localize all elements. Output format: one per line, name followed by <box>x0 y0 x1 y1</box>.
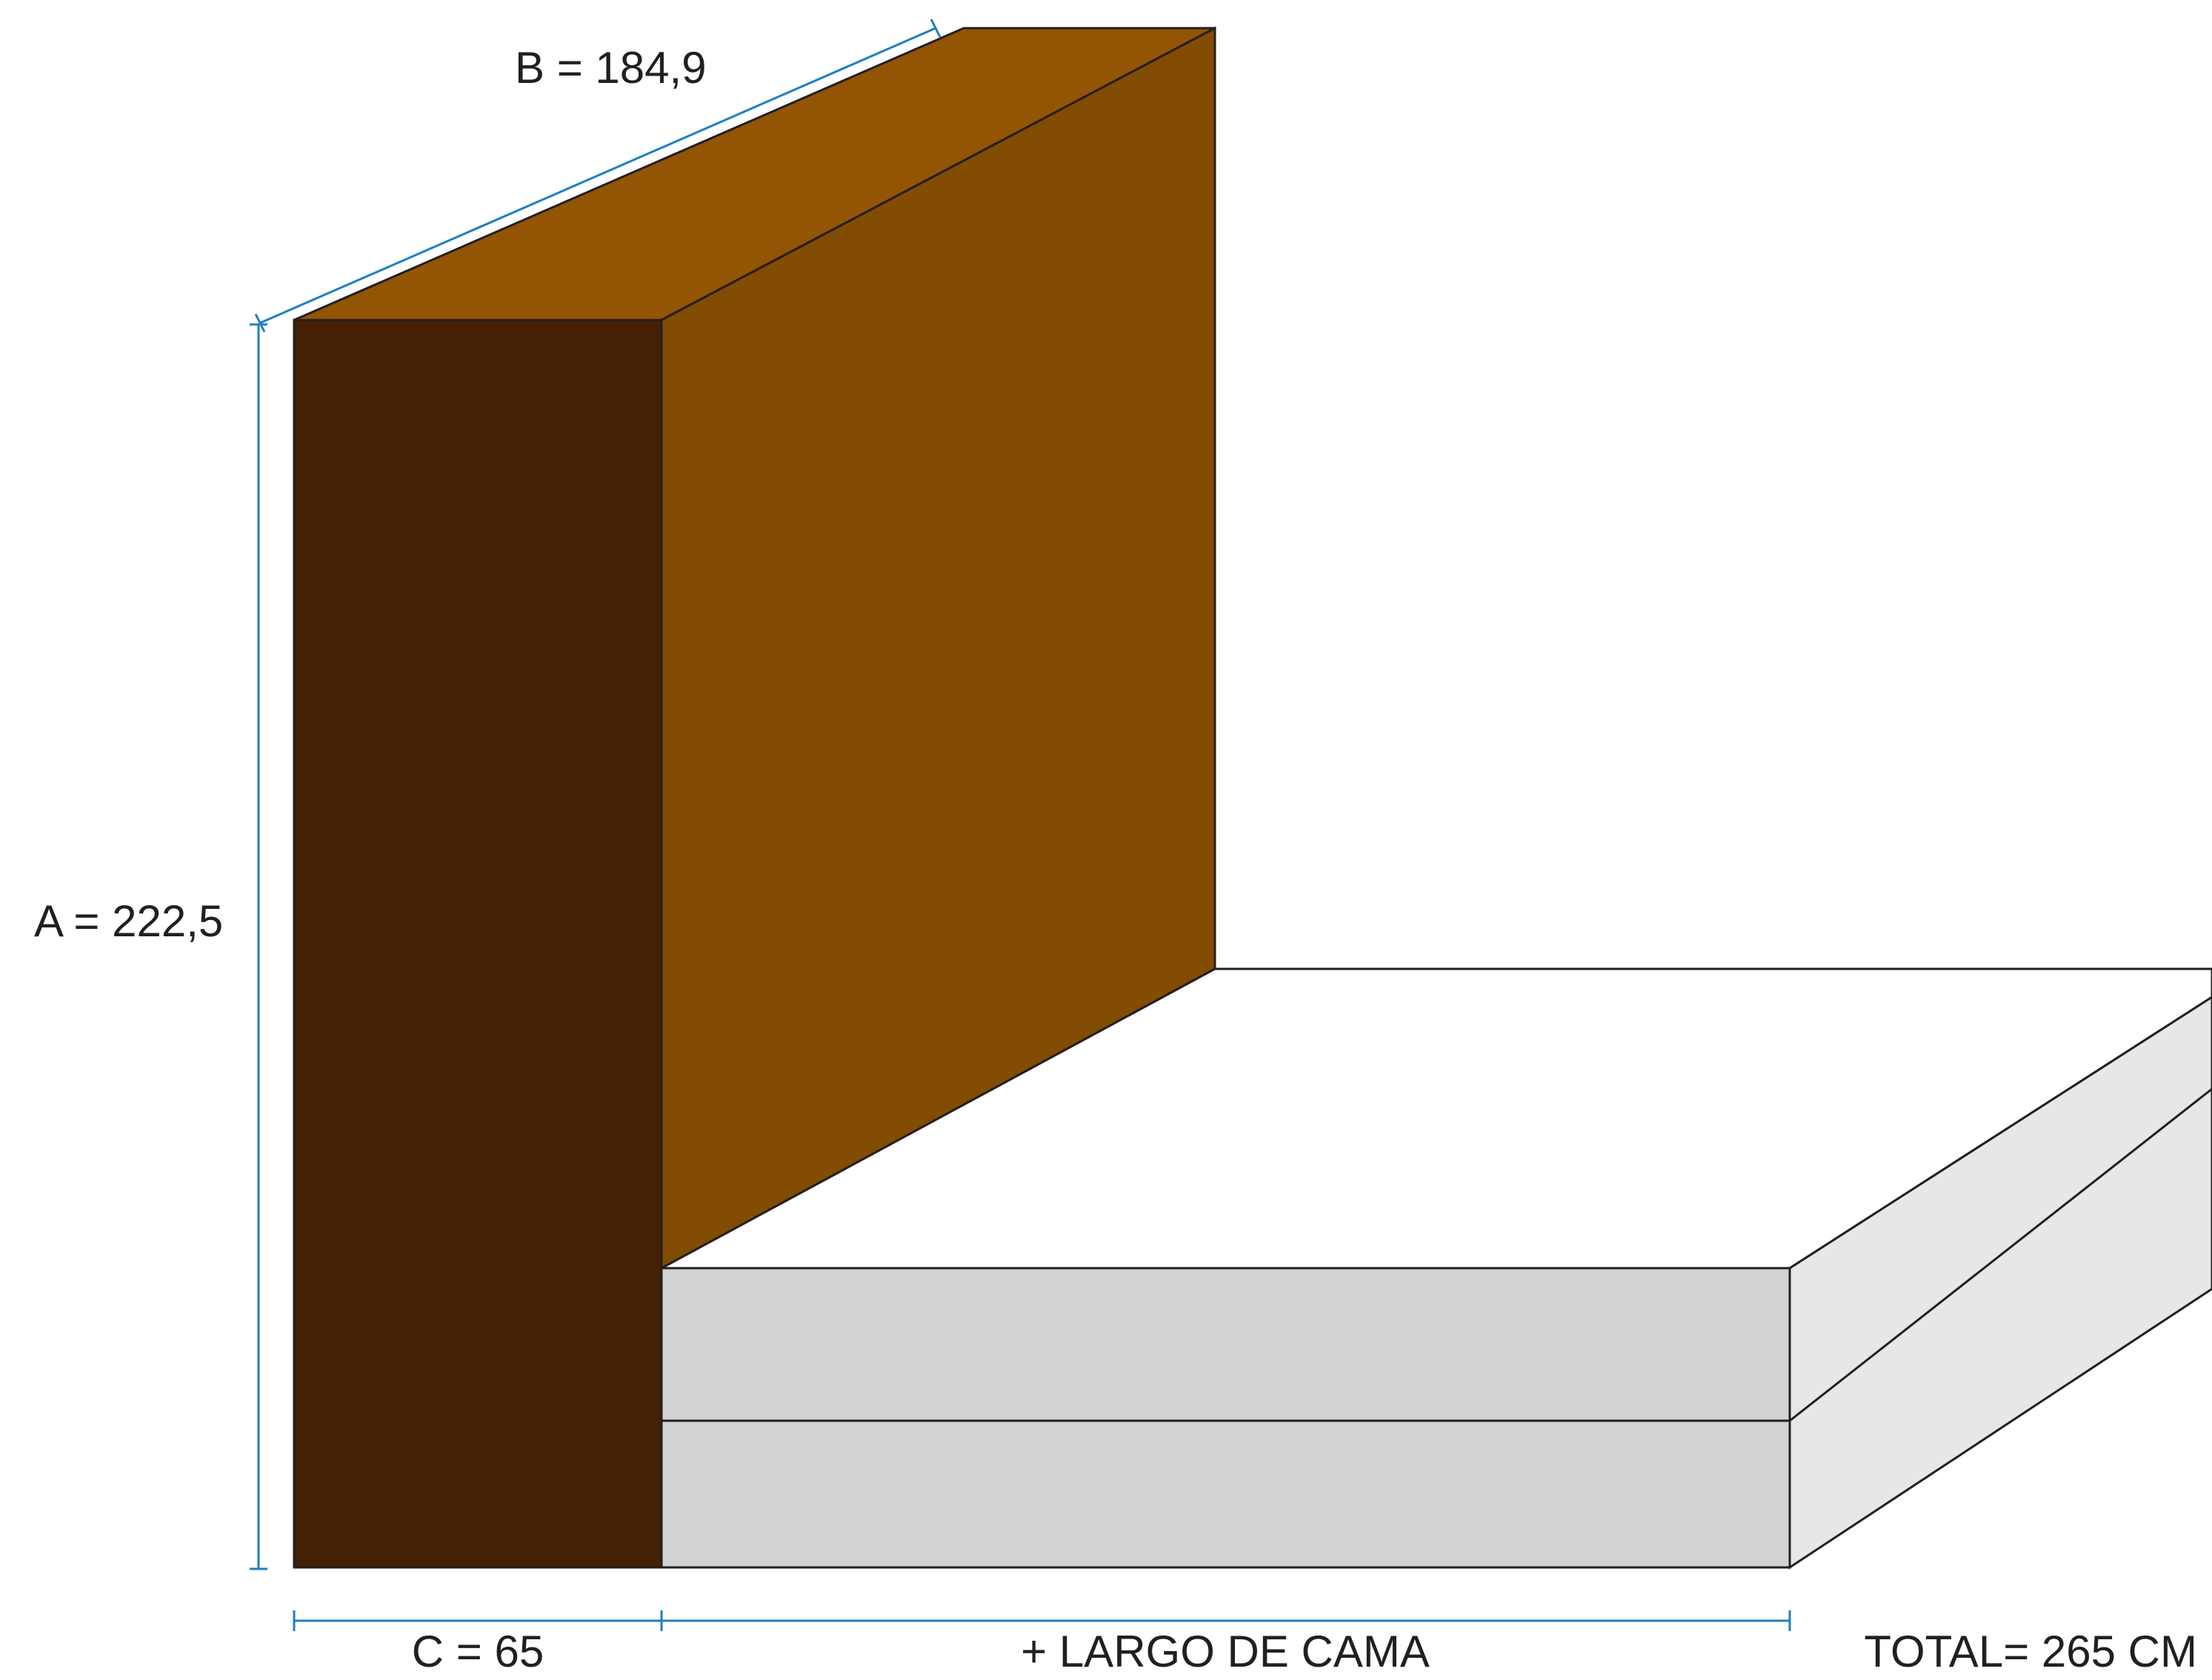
total-label: TOTAL= 265 CM <box>1864 1627 2197 1676</box>
dimension-a: A = 222,5 <box>34 323 267 1570</box>
dimension-b-tick-start <box>254 313 266 333</box>
mattress-front-upper <box>660 1267 1791 1422</box>
mattress <box>660 967 2212 1570</box>
mattress-side-divider <box>1789 1087 2212 1422</box>
dimension-b-line <box>259 27 936 324</box>
dimension-b-tick-end <box>930 19 942 38</box>
dimension-a-label: A = 222,5 <box>34 896 223 946</box>
headboard-front-face <box>293 319 663 1569</box>
dimension-c-label: C = 65 <box>412 1627 544 1676</box>
dimension-bottom: C = 65 + LARGO DE CAMA TOTAL= 265 CM <box>293 1610 2197 1676</box>
dimension-largo-label: + LARGO DE CAMA <box>1021 1627 1430 1676</box>
headboard <box>293 26 1216 1569</box>
dimension-b-label: B = 184,9 <box>515 43 707 93</box>
dimension-b: B = 184,9 <box>254 19 942 333</box>
mattress-front-lower <box>660 1419 1791 1569</box>
